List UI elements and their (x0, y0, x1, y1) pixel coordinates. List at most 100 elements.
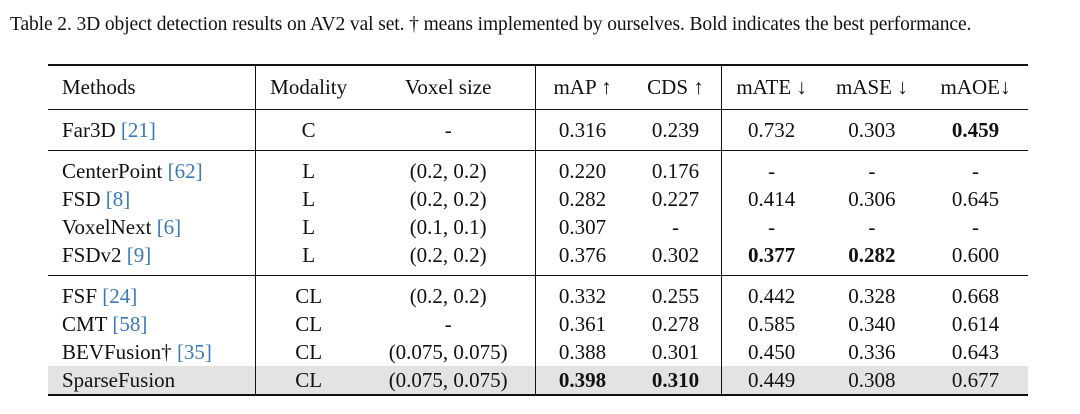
citation-link[interactable]: [8] (105, 186, 131, 211)
method-cell: CenterPoint [62] (48, 150, 256, 185)
header-voxel-size: Voxel size (361, 64, 536, 110)
method-cell: CMT [58] (48, 309, 256, 338)
cds-cell: 0.176 (629, 150, 723, 185)
map-cell: 0.332 (558, 283, 607, 308)
method-cell: SparseFusion (48, 365, 256, 396)
citation-link[interactable]: [9] (126, 242, 152, 267)
voxel-cell: (0.1, 0.1) (361, 212, 536, 241)
table-row: BEVFusion† [35] CL (0.075, 0.075) 0.388 … (48, 337, 1028, 366)
table-row: FSD [8] L (0.2, 0.2) 0.282 0.227 0.414 0… (48, 184, 1028, 213)
voxel-cell: (0.075, 0.075) (361, 365, 536, 396)
header-mase: mASE ↓ (820, 64, 923, 110)
method-name: FSDv2 (62, 242, 127, 267)
voxel-cell: - (361, 109, 536, 151)
header-map: mAP ↑ (535, 64, 630, 110)
mate-cell: 0.449 (721, 365, 821, 396)
modality-cell: L (302, 158, 316, 183)
map-cell: 0.388 (558, 339, 607, 364)
mase-cell: 0.340 (848, 311, 896, 336)
map-cell-best: 0.398 (535, 365, 630, 396)
voxel-cell: (0.2, 0.2) (361, 275, 536, 310)
method-name: FSF (62, 283, 103, 308)
maoe-cell: - (971, 158, 979, 183)
results-table-container: Methods Modality Voxel size mAP ↑ CDS ↑ … (48, 64, 1028, 396)
results-table: Methods Modality Voxel size mAP ↑ CDS ↑ … (48, 64, 1028, 396)
map-cell: 0.220 (558, 158, 607, 183)
mate-cell: 0.450 (747, 339, 796, 364)
cds-cell: 0.278 (629, 309, 723, 338)
mase-cell: 0.308 (820, 365, 923, 396)
citation-link[interactable]: [58] (112, 311, 148, 336)
maoe-cell-best: 0.459 (922, 109, 1028, 151)
table-row: FSF [24] CL (0.2, 0.2) 0.332 0.255 0.442… (48, 275, 1028, 310)
maoe-cell: 0.645 (951, 186, 1000, 211)
maoe-cell: 0.668 (951, 283, 1000, 308)
modality-cell: CL (295, 339, 323, 364)
table-row: FSDv2 [9] L (0.2, 0.2) 0.376 0.302 0.377… (48, 240, 1028, 276)
map-cell: 0.307 (558, 214, 607, 239)
mate-cell: 0.442 (747, 283, 796, 308)
mase-cell: 0.336 (848, 339, 896, 364)
modality-cell: CL (255, 365, 362, 396)
method-cell: FSDv2 [9] (48, 240, 256, 276)
modality-cell: CL (295, 311, 323, 336)
modality-cell: L (302, 186, 316, 211)
method-cell: Far3D [21] (48, 109, 256, 151)
modality-cell: CL (295, 283, 323, 308)
method-name: SparseFusion (62, 367, 176, 392)
mate-cell: - (768, 158, 776, 183)
method-cell: BEVFusion† [35] (48, 337, 256, 366)
voxel-cell: (0.2, 0.2) (361, 240, 536, 276)
maoe-cell: 0.643 (951, 339, 1000, 364)
map-cell: 0.361 (558, 311, 607, 336)
maoe-cell: 0.614 (951, 311, 1000, 336)
table-header-row: Methods Modality Voxel size mAP ↑ CDS ↑ … (48, 64, 1028, 110)
mase-cell: - (868, 158, 876, 183)
voxel-cell: (0.2, 0.2) (361, 184, 536, 213)
voxel-cell: (0.075, 0.075) (361, 337, 536, 366)
cds-cell: - (629, 212, 723, 241)
method-cell: VoxelNext [6] (48, 212, 256, 241)
maoe-cell: - (971, 214, 979, 239)
mase-cell: 0.306 (848, 186, 896, 211)
modality-cell: C (255, 109, 362, 151)
voxel-cell: - (361, 309, 536, 338)
cds-cell: 0.239 (629, 109, 723, 151)
map-cell: 0.316 (535, 109, 630, 151)
modality-cell: L (302, 214, 316, 239)
citation-link[interactable]: [21] (120, 117, 156, 142)
mate-cell-best: 0.377 (721, 240, 821, 276)
mate-cell: 0.414 (747, 186, 796, 211)
maoe-cell: 0.677 (922, 365, 1028, 396)
citation-link[interactable]: [24] (102, 283, 138, 308)
table-caption: Table 2. 3D object detection results on … (10, 14, 972, 35)
method-name: CenterPoint (62, 158, 168, 183)
citation-link[interactable]: [62] (167, 158, 203, 183)
citation-link[interactable]: [35] (176, 339, 212, 364)
table-row: VoxelNext [6] L (0.1, 0.1) 0.307 - - - - (48, 212, 1028, 241)
modality-cell: L (255, 240, 362, 276)
maoe-cell: 0.600 (922, 240, 1028, 276)
mate-cell: 0.585 (747, 311, 796, 336)
header-maoe: mAOE↓ (922, 64, 1028, 110)
method-name: VoxelNext (62, 214, 157, 239)
mate-cell: 0.732 (721, 109, 821, 151)
cds-cell-best: 0.310 (629, 365, 723, 396)
mase-cell-best: 0.282 (820, 240, 923, 276)
mate-cell: - (768, 214, 776, 239)
header-mate: mATE ↓ (721, 64, 821, 110)
method-name: BEVFusion† (62, 339, 177, 364)
method-name: Far3D (62, 117, 121, 142)
mase-cell: 0.328 (848, 283, 896, 308)
citation-link[interactable]: [6] (156, 214, 182, 239)
cds-cell: 0.255 (629, 275, 723, 310)
cds-cell: 0.302 (629, 240, 723, 276)
map-cell: 0.282 (558, 186, 607, 211)
method-name: FSD (62, 186, 106, 211)
method-cell: FSF [24] (48, 275, 256, 310)
cds-cell: 0.301 (629, 337, 723, 366)
table-row: CenterPoint [62] L (0.2, 0.2) 0.220 0.17… (48, 150, 1028, 185)
map-cell: 0.376 (535, 240, 630, 276)
header-methods: Methods (48, 64, 256, 110)
table-row: CMT [58] CL - 0.361 0.278 0.585 0.340 0.… (48, 309, 1028, 338)
